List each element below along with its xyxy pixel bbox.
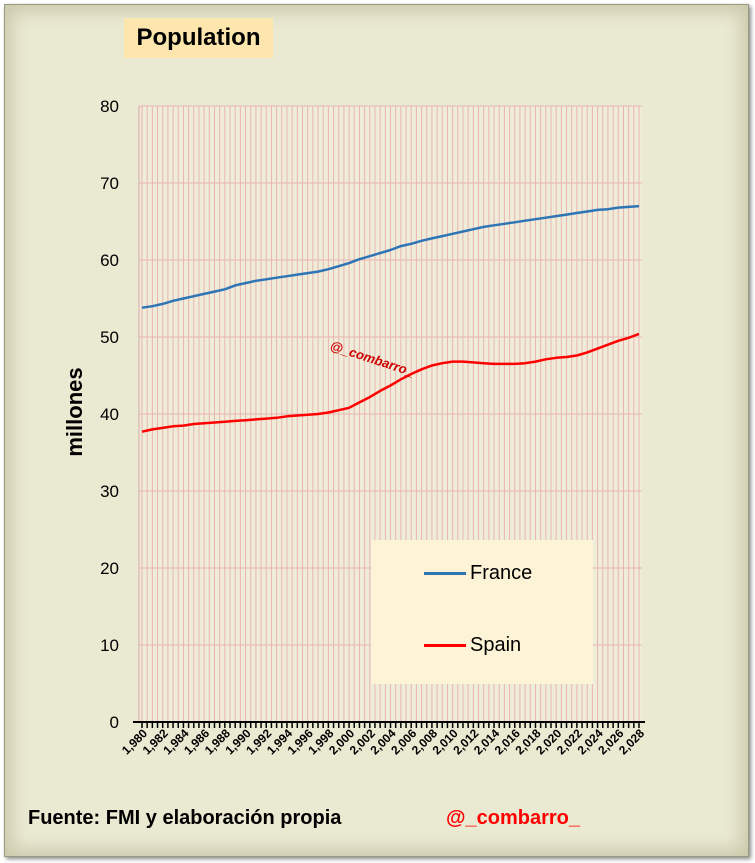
y-axis-label: millones bbox=[62, 367, 87, 457]
series-line-spain bbox=[141, 332, 640, 433]
y-tick-label: 0 bbox=[110, 713, 119, 732]
series-line-france bbox=[141, 204, 640, 309]
y-tick-label: 50 bbox=[100, 328, 119, 347]
y-tick-label: 20 bbox=[100, 559, 119, 578]
y-tick-label: 60 bbox=[100, 251, 119, 270]
footer-handle: @_combarro_ bbox=[446, 807, 580, 829]
series bbox=[141, 204, 640, 433]
y-tick-label: 70 bbox=[100, 174, 119, 193]
y-tick-label: 80 bbox=[100, 97, 119, 116]
y-tick-label: 30 bbox=[100, 482, 119, 501]
y-tick-label: 40 bbox=[100, 405, 119, 424]
legend-swatch-france bbox=[424, 572, 466, 575]
chart-title: Population bbox=[124, 18, 273, 58]
y-tick-label: 10 bbox=[100, 636, 119, 655]
legend-swatch-spain bbox=[424, 644, 466, 647]
footer-source: Fuente: FMI y elaboración propia bbox=[28, 807, 342, 829]
legend: France Spain bbox=[371, 540, 593, 684]
legend-label-france: France bbox=[470, 562, 533, 584]
legend-label-spain: Spain bbox=[470, 634, 522, 656]
legend-item-spain: Spain bbox=[424, 634, 521, 657]
legend-item-france: France bbox=[424, 562, 532, 585]
